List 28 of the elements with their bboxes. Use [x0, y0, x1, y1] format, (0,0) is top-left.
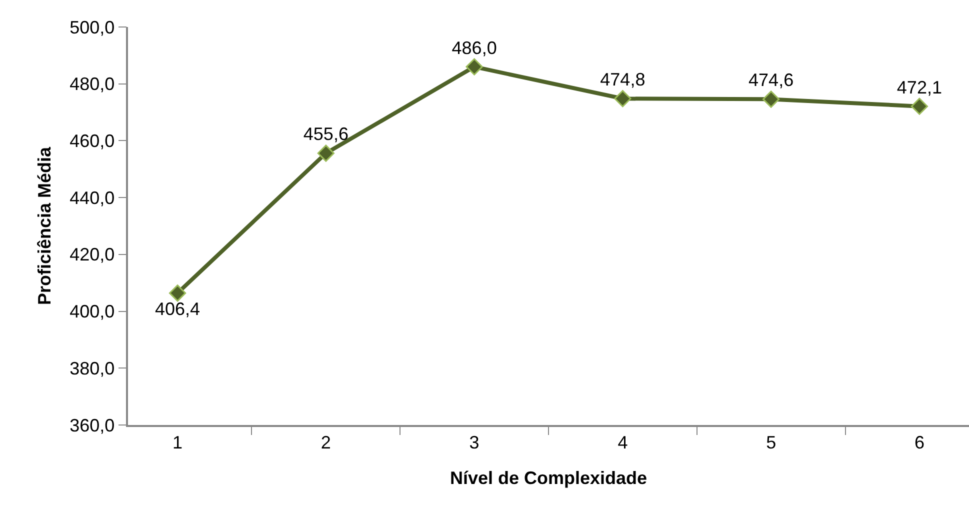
y-tick-label: 440,0	[70, 188, 115, 208]
x-axis-title: Nível de Complexidade	[450, 468, 648, 488]
y-tick-label: 460,0	[70, 131, 115, 152]
y-axis-title: Proficiência Média	[34, 146, 54, 306]
y-tick-label: 420,0	[70, 244, 115, 265]
point	[169, 284, 186, 302]
x-tick-label: 4	[618, 432, 628, 452]
y-tick-label: 480,0	[70, 74, 115, 94]
y-tick-label: 500,0	[70, 17, 115, 38]
point	[614, 90, 632, 108]
data-label: 406,4	[155, 299, 200, 320]
data-label: 474,6	[748, 70, 794, 90]
x-tick-label: 3	[469, 432, 480, 452]
point	[317, 144, 334, 162]
y-tick-label: 400,0	[70, 302, 115, 322]
x-tick-label: 1	[172, 432, 183, 452]
y-tick-label: 380,0	[70, 358, 115, 378]
point	[762, 90, 780, 108]
data-label: 486,0	[452, 38, 497, 58]
data-label: 474,8	[600, 70, 646, 90]
data-label: 455,6	[303, 124, 348, 144]
y-tick-label: 360,0	[70, 415, 115, 436]
point	[466, 58, 483, 76]
x-tick-label: 2	[320, 432, 331, 452]
x-tick-label: 5	[766, 432, 776, 452]
x-tick-label: 6	[914, 432, 924, 452]
point	[910, 98, 928, 115]
data-label: 472,1	[896, 77, 942, 98]
